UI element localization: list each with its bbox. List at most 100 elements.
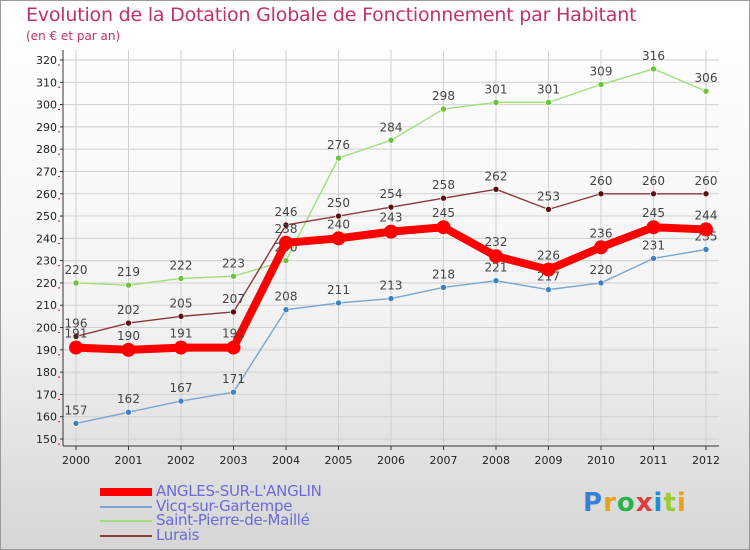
x-tick-label: 2005 [325,454,353,467]
legend-label: Lurais [156,525,200,544]
x-tick-label: 2006 [377,454,405,467]
data-label: 238 [275,222,298,236]
data-point [541,262,556,277]
data-point [279,235,293,250]
data-label: 260 [642,174,665,188]
data-label: 284 [380,120,403,134]
data-label: 202 [117,303,140,317]
data-point [331,231,346,246]
data-label: 260 [695,174,718,188]
data-label: 208 [275,290,298,304]
x-tick-label: 2004 [272,454,300,467]
y-tick-label: 250 [36,210,57,223]
data-point [177,313,185,320]
data-point [436,220,451,235]
legend-swatch [100,505,152,508]
data-label: 222 [170,258,193,272]
y-tick-label: 150 [36,433,57,446]
data-label: 301 [537,82,560,96]
data-point [650,255,657,262]
data-point [650,190,657,198]
legend-label: Vicq-sur-Gartempe [156,496,293,515]
y-tick-label: 310 [36,76,57,89]
data-point [492,277,500,285]
y-tick-label: 180 [36,366,57,379]
y-tick-label: 300 [36,99,57,112]
data-label: 316 [642,49,665,63]
y-tick-label: 280 [36,143,57,156]
x-tick-label: 2001 [115,454,143,467]
data-label: 211 [327,283,350,297]
chart-title: Evolution de la Dotation Globale de Fonc… [26,4,637,26]
data-point [597,81,605,88]
data-point [597,190,605,198]
data-label: 240 [327,217,350,231]
data-label: 205 [170,296,193,310]
data-point [335,154,342,162]
data-label: 171 [222,372,245,386]
data-point [282,306,290,313]
data-point [230,272,237,280]
data-point [702,190,710,198]
data-point [440,194,447,202]
data-label: 236 [590,226,613,240]
data-point [646,220,661,235]
logo-letter: i [676,488,687,518]
data-label: 306 [695,71,718,85]
data-label: 231 [642,238,665,252]
data-point [545,206,552,213]
data-label: 207 [222,292,245,306]
y-tick-label: 190 [36,344,57,357]
data-point [489,249,503,264]
data-label: 190 [117,329,140,343]
data-label: 258 [432,178,455,192]
data-label: 246 [275,205,298,219]
data-label: 276 [327,138,350,152]
data-point [282,257,290,264]
y-tick-label: 240 [36,232,57,245]
data-label: 309 [590,65,613,79]
data-point [492,99,500,106]
x-tick-label: 2003 [220,454,248,467]
data-point [702,246,710,253]
x-tick-label: 2011 [640,454,668,467]
data-point [69,340,83,355]
x-tick-label: 2002 [167,454,195,467]
data-label: 162 [117,392,140,406]
data-point [230,388,237,396]
data-point [335,299,342,307]
data-label: 298 [432,89,455,103]
y-tick-label: 230 [36,255,57,268]
x-tick-label: 2000 [62,454,90,467]
data-point [125,319,132,327]
y-tick-label: 270 [36,165,57,178]
data-point [387,203,395,211]
data-label: 253 [537,189,560,203]
data-label: 167 [170,381,193,395]
y-tick-label: 210 [36,299,57,312]
y-tick-label: 170 [36,388,57,401]
data-label: 221 [485,261,508,275]
data-point [702,87,710,95]
data-point [177,397,185,405]
data-point [121,342,136,357]
data-point [650,65,657,73]
x-tick-label: 2008 [482,454,510,467]
data-point [699,222,713,237]
data-point [387,136,395,144]
x-tick-label: 2007 [430,454,458,467]
data-label: 260 [590,174,613,188]
data-label: 301 [485,82,508,96]
data-label: 262 [485,169,508,183]
data-label: 157 [65,403,88,417]
data-point [125,281,132,289]
legend-swatch [100,488,152,496]
data-label: 243 [380,211,403,225]
data-label: 218 [432,267,455,281]
data-label: 232 [485,235,508,249]
data-label: 226 [537,249,560,263]
data-point [594,240,608,255]
data-point [545,99,552,106]
